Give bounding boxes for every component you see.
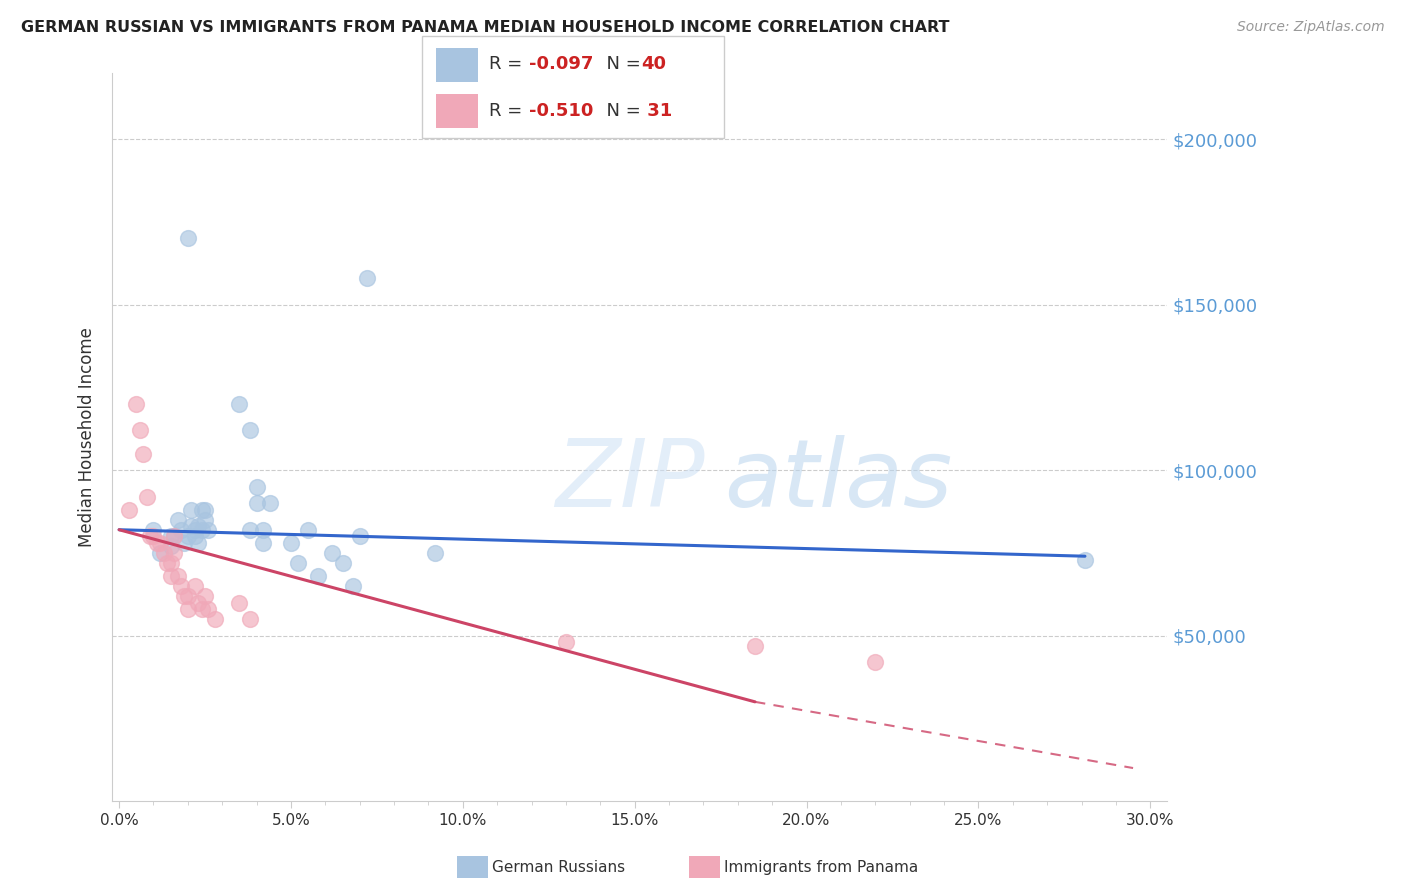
Text: -0.097: -0.097 [529,55,593,73]
Point [142,523,165,537]
Point [865,655,887,669]
Point [239,612,262,626]
Point [349,529,371,543]
Point [180,503,202,517]
Point [149,536,172,550]
Point [280,536,302,550]
Point [177,589,200,603]
Point [356,271,378,285]
Text: N =: N = [595,102,647,120]
Point [159,556,181,570]
Point [170,523,193,537]
Point [135,490,157,504]
Point [194,503,217,517]
Text: 31: 31 [641,102,672,120]
Point [259,496,281,510]
Text: -0.510: -0.510 [529,102,593,120]
Point [197,602,219,616]
Point [163,529,186,543]
Point [190,503,212,517]
Point [297,523,319,537]
Text: R =: R = [489,102,529,120]
Point [187,596,209,610]
Point [159,529,181,543]
Point [308,569,330,583]
Point [228,596,250,610]
Point [187,536,209,550]
Point [125,397,148,411]
Text: ZIP: ZIP [555,435,704,526]
Point [204,612,226,626]
Point [246,480,269,494]
Point [332,556,354,570]
Point [142,529,165,543]
Point [184,579,207,593]
Point [128,424,150,438]
Point [190,602,212,616]
Point [173,536,195,550]
Point [194,513,217,527]
Point [132,447,155,461]
Text: 40: 40 [641,55,666,73]
Point [744,639,766,653]
Point [159,539,181,553]
Point [197,523,219,537]
Point [184,529,207,543]
Text: Immigrants from Panama: Immigrants from Panama [724,860,918,874]
Point [146,536,169,550]
Point [163,546,186,560]
Point [173,589,195,603]
Point [425,546,447,560]
Point [153,546,176,560]
Text: Source: ZipAtlas.com: Source: ZipAtlas.com [1237,20,1385,34]
Point [159,569,181,583]
Point [555,635,578,649]
Point [166,569,188,583]
Point [149,546,172,560]
Point [239,424,262,438]
Y-axis label: Median Household Income: Median Household Income [79,327,96,547]
Point [184,523,207,537]
Point [166,513,188,527]
Point [177,529,200,543]
Point [252,523,274,537]
Point [1074,552,1097,566]
Point [180,519,202,533]
Point [118,503,141,517]
Point [139,529,162,543]
Point [287,556,309,570]
Point [246,496,269,510]
Text: atlas: atlas [724,435,952,526]
Point [163,529,186,543]
Point [194,589,217,603]
Point [342,579,364,593]
Text: N =: N = [595,55,647,73]
Point [177,602,200,616]
Point [187,519,209,533]
Point [177,231,200,245]
Text: German Russians: German Russians [492,860,626,874]
Point [156,556,179,570]
Point [252,536,274,550]
Point [228,397,250,411]
Point [321,546,343,560]
Text: R =: R = [489,55,529,73]
Point [239,523,262,537]
Point [170,579,193,593]
Text: GERMAN RUSSIAN VS IMMIGRANTS FROM PANAMA MEDIAN HOUSEHOLD INCOME CORRELATION CHA: GERMAN RUSSIAN VS IMMIGRANTS FROM PANAMA… [21,20,949,35]
Point [190,523,212,537]
